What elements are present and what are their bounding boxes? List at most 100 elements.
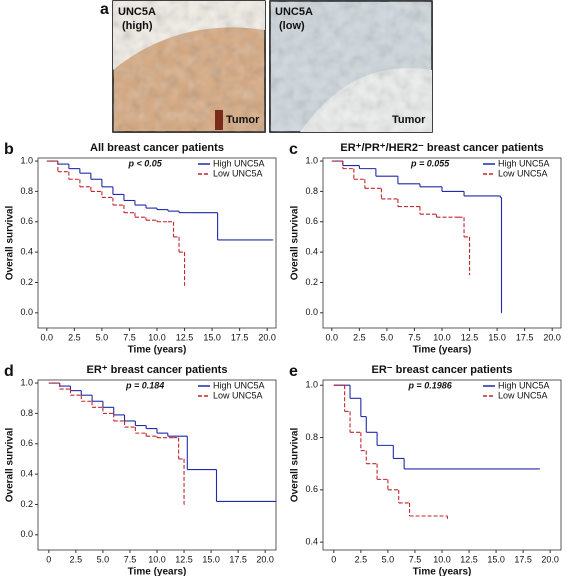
image-label: UNC5A — [118, 6, 156, 18]
y-tick-label: 1.0 — [20, 155, 33, 165]
y-tick-label: 0.8 — [305, 432, 318, 442]
x-tick-label: 15.0 — [202, 554, 220, 564]
y-tick-label: 1.0 — [20, 377, 33, 387]
x-tick-label: 12.5 — [461, 332, 479, 342]
y-tick-label: 1.0 — [305, 380, 318, 390]
image-label: UNC5A — [275, 6, 313, 18]
plot-frame — [37, 157, 277, 329]
chart-title: ER⁺/PR⁺/HER2⁻ breast cancer patients — [340, 142, 543, 154]
legend-label: Low UNC5A — [498, 168, 548, 178]
y-axis-label: Overall survival — [290, 206, 301, 281]
x-tick-label: 5.0 — [381, 332, 394, 342]
x-axis-label: Time (years) — [413, 345, 472, 356]
panel-label: e — [289, 363, 298, 380]
x-tick-label: 10.0 — [433, 554, 451, 564]
x-tick-label: 17.5 — [516, 332, 534, 342]
y-tick-label: 1.0 — [305, 155, 318, 165]
panel-label: b — [4, 141, 14, 158]
survival-curve — [333, 384, 540, 470]
ihc-image-high: UNC5A (high) Tumor — [112, 0, 266, 133]
x-tick-label: 20.0 — [543, 332, 561, 342]
x-tick-label: 7.5 — [123, 332, 136, 342]
x-tick-label: 12.5 — [175, 554, 193, 564]
panel-label: c — [289, 141, 298, 158]
ihc-image-low: UNC5A (low) Tumor — [269, 0, 433, 133]
x-tick-label: 12.5 — [460, 554, 478, 564]
y-tick-label: 0.4 — [20, 468, 33, 478]
image-sublabel: (low) — [279, 20, 305, 32]
x-tick-label: 15.0 — [203, 332, 221, 342]
survival-curve — [331, 160, 471, 276]
x-tick-label: 0 — [331, 554, 336, 564]
chart-title: ER⁻ breast cancer patients — [372, 364, 513, 376]
y-axis-label: Overall survival — [5, 428, 16, 503]
x-tick-label: 2.5 — [353, 332, 366, 342]
x-tick-label: 7.5 — [408, 332, 421, 342]
y-tick-label: 0.8 — [305, 186, 318, 196]
image-tissue: Tumor — [392, 114, 426, 126]
x-tick-label: 15.0 — [488, 332, 506, 342]
x-tick-label: 5.0 — [97, 554, 110, 564]
plot-frame — [322, 379, 562, 551]
x-tick-label: 0.0 — [41, 332, 54, 342]
x-tick-label: 17.5 — [514, 554, 532, 564]
x-tick-label: 10.0 — [433, 332, 451, 342]
image-sublabel: (high) — [122, 20, 153, 32]
x-tick-label: 20.0 — [256, 554, 274, 564]
legend-label: Low UNC5A — [213, 390, 263, 400]
image-tissue: Tumor — [226, 114, 260, 126]
chart-title: All breast cancer patients — [90, 142, 224, 154]
x-tick-label: 20.0 — [541, 554, 559, 564]
x-tick-label: 17.5 — [229, 554, 247, 564]
x-tick-label: 10.0 — [148, 332, 166, 342]
legend-label: High UNC5A — [498, 158, 550, 168]
y-tick-label: 0.0 — [20, 529, 33, 539]
x-tick-label: 7.5 — [124, 554, 137, 564]
y-tick-label: 0.0 — [305, 307, 318, 317]
p-value: p < 0.05 — [127, 158, 162, 168]
y-tick-label: 0.2 — [20, 277, 33, 287]
chart-title: ER⁺ breast cancer patients — [87, 364, 228, 376]
panel-label: a — [100, 1, 109, 18]
plot-frame — [322, 157, 562, 329]
x-tick-label: 7.5 — [409, 554, 422, 564]
legend-label: High UNC5A — [213, 158, 265, 168]
x-tick-label: 2.5 — [68, 332, 81, 342]
x-axis-label: Time (years) — [413, 567, 472, 576]
y-tick-label: 0.2 — [305, 277, 318, 287]
survival-curve — [46, 160, 186, 287]
legend-label: Low UNC5A — [498, 390, 548, 400]
x-tick-label: 5.0 — [96, 332, 109, 342]
y-tick-label: 0.8 — [20, 408, 33, 418]
x-tick-label: 15.0 — [487, 554, 505, 564]
y-tick-label: 0.6 — [20, 438, 33, 448]
panel-label: d — [4, 363, 14, 380]
x-axis-label: Time (years) — [128, 567, 187, 576]
x-tick-label: 10.0 — [148, 554, 166, 564]
y-tick-label: 0.0 — [20, 307, 33, 317]
p-value: p = 0.055 — [410, 158, 450, 168]
x-tick-label: 5.0 — [382, 554, 395, 564]
x-tick-label: 2.5 — [355, 554, 368, 564]
x-axis-label: Time (years) — [128, 345, 187, 356]
x-tick-label: 2.5 — [70, 554, 83, 564]
y-tick-label: 0.6 — [305, 484, 318, 494]
legend-label: High UNC5A — [498, 380, 550, 390]
x-tick-label: 0 — [46, 554, 51, 564]
y-axis-label: Overall survival — [290, 428, 301, 503]
x-tick-label: 20.0 — [258, 332, 276, 342]
y-tick-label: 0.4 — [305, 246, 318, 256]
y-tick-label: 0.4 — [305, 537, 318, 547]
legend-label: Low UNC5A — [213, 168, 263, 178]
y-tick-label: 0.2 — [20, 499, 33, 509]
survival-curve — [48, 382, 185, 506]
y-tick-label: 0.6 — [305, 216, 318, 226]
y-tick-label: 0.4 — [20, 246, 33, 256]
p-value: p = 0.1986 — [407, 380, 452, 390]
x-tick-label: 17.5 — [231, 332, 249, 342]
plot-frame — [37, 379, 277, 551]
p-value: p = 0.184 — [125, 380, 164, 390]
y-axis-label: Overall survival — [5, 206, 16, 281]
legend-label: High UNC5A — [213, 380, 265, 390]
